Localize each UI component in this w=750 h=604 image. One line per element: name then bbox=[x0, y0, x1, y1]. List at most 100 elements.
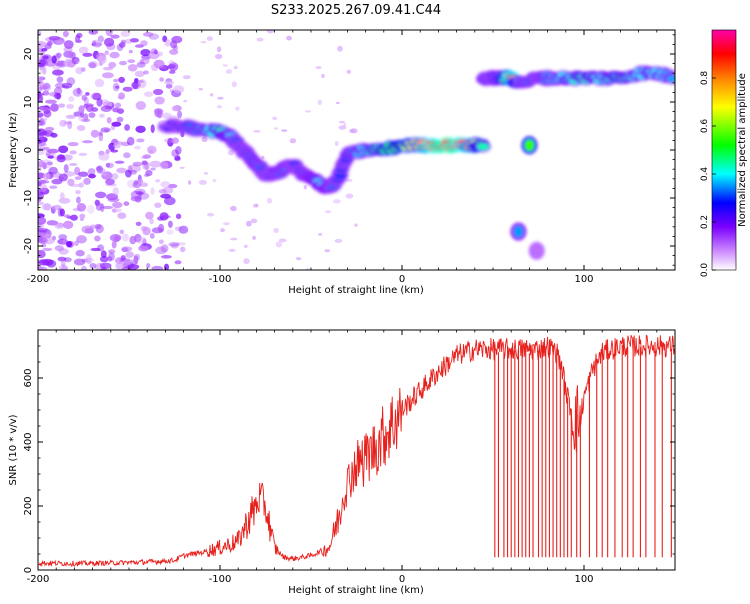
noise-speckle bbox=[127, 64, 138, 72]
noise-speckle bbox=[153, 108, 164, 115]
noise-speckle bbox=[104, 105, 111, 110]
noise-speckle bbox=[128, 49, 133, 54]
noise-speckle bbox=[138, 245, 149, 252]
noise-speckle bbox=[243, 258, 250, 265]
noise-speckle bbox=[56, 76, 64, 83]
noise-speckle bbox=[132, 161, 143, 167]
noise-speckle bbox=[214, 53, 223, 60]
noise-speckles bbox=[38, 30, 358, 270]
noise-speckle bbox=[39, 59, 47, 67]
noise-speckle bbox=[38, 163, 42, 173]
noise-speckle bbox=[38, 259, 50, 266]
noise-speckle bbox=[166, 229, 174, 235]
noise-speckle bbox=[151, 265, 164, 270]
noise-speckle bbox=[41, 159, 53, 168]
noise-speckle bbox=[111, 173, 119, 180]
noise-speckle bbox=[139, 182, 149, 187]
noise-speckle bbox=[89, 263, 97, 269]
y-tick-label: 200 bbox=[23, 496, 34, 515]
noise-speckle bbox=[155, 179, 160, 183]
noise-speckle bbox=[317, 99, 322, 106]
noise-speckle bbox=[53, 92, 62, 100]
snr-frame bbox=[37, 329, 676, 571]
noise-speckle bbox=[147, 145, 157, 155]
noise-speckle bbox=[80, 265, 87, 270]
noise-speckle bbox=[124, 38, 133, 44]
noise-speckle bbox=[250, 218, 258, 224]
noise-speckle bbox=[149, 232, 155, 239]
noise-speckle bbox=[90, 129, 99, 138]
noise-speckle bbox=[111, 240, 117, 249]
x-tick-label: 0 bbox=[399, 574, 405, 585]
noise-speckle bbox=[303, 185, 307, 190]
noise-speckle bbox=[50, 132, 58, 138]
noise-speckle bbox=[38, 77, 41, 84]
noise-speckle bbox=[141, 57, 150, 65]
noise-speckle bbox=[149, 218, 154, 225]
noise-speckle bbox=[134, 80, 144, 83]
noise-speckle bbox=[105, 149, 110, 155]
noise-speckle bbox=[136, 61, 146, 68]
noise-speckle bbox=[120, 255, 126, 261]
noise-speckle bbox=[51, 178, 63, 185]
noise-speckle bbox=[142, 154, 152, 159]
noise-speckle bbox=[45, 126, 55, 132]
noise-speckle bbox=[116, 116, 124, 123]
noise-speckle bbox=[52, 235, 56, 241]
noise-speckle bbox=[71, 56, 80, 65]
noise-speckle bbox=[200, 40, 207, 44]
noise-speckle bbox=[87, 168, 96, 175]
y-tick-label: 20 bbox=[23, 48, 34, 61]
noise-speckle bbox=[144, 91, 154, 97]
noise-speckle bbox=[178, 225, 189, 234]
noise-speckle bbox=[231, 81, 237, 88]
noise-speckle bbox=[63, 40, 74, 49]
noise-speckle bbox=[119, 229, 125, 235]
isolated-blob bbox=[513, 225, 524, 238]
noise-speckle bbox=[73, 258, 86, 266]
noise-speckle bbox=[57, 256, 67, 262]
noise-speckle bbox=[42, 173, 51, 181]
noise-speckle bbox=[101, 171, 113, 180]
noise-speckle bbox=[207, 212, 215, 217]
noise-speckle bbox=[133, 179, 139, 185]
noise-speckle bbox=[113, 142, 121, 149]
noise-speckle bbox=[88, 30, 99, 35]
spectrogram-x-axis: -200 -100 0 100 bbox=[27, 30, 676, 285]
noise-speckle bbox=[261, 155, 265, 160]
y-tick-label: 0 bbox=[23, 567, 34, 573]
noise-speckle bbox=[76, 235, 87, 244]
noise-speckle bbox=[174, 226, 183, 231]
noise-speckle bbox=[59, 119, 67, 127]
noise-speckle bbox=[315, 66, 322, 70]
noise-speckle bbox=[127, 59, 136, 63]
noise-speckle bbox=[81, 225, 94, 234]
noise-speckle bbox=[346, 69, 352, 74]
noise-speckle bbox=[130, 81, 141, 90]
noise-speckle bbox=[126, 136, 135, 146]
snr-x-label: Height of straight line (km) bbox=[288, 585, 424, 596]
noise-speckle bbox=[67, 142, 79, 147]
snr-panel: -200 -100 0 100 0 200 400 600 Height of straig… bbox=[8, 329, 676, 596]
noise-speckle bbox=[105, 178, 115, 186]
noise-speckle bbox=[58, 145, 69, 154]
noise-speckle bbox=[145, 170, 153, 177]
noise-speckle bbox=[154, 96, 165, 105]
colorbar-tick-label: 0.8 bbox=[700, 71, 710, 86]
noise-speckle bbox=[67, 51, 76, 59]
spectrogram-y-axis: -20 -10 0 10 20 bbox=[23, 34, 675, 266]
x-tick-label: -200 bbox=[27, 574, 50, 585]
noise-speckle bbox=[129, 38, 139, 43]
noise-speckle bbox=[96, 165, 104, 174]
noise-speckle bbox=[160, 193, 172, 199]
noise-speckle bbox=[48, 35, 61, 41]
noise-speckle bbox=[118, 92, 125, 100]
noise-speckle bbox=[132, 81, 139, 90]
noise-speckle bbox=[332, 199, 341, 204]
x-tick-label: 100 bbox=[574, 274, 593, 285]
noise-speckle bbox=[160, 181, 171, 188]
noise-speckle bbox=[171, 137, 179, 144]
noise-speckle bbox=[182, 75, 191, 80]
noise-speckle bbox=[78, 152, 88, 156]
